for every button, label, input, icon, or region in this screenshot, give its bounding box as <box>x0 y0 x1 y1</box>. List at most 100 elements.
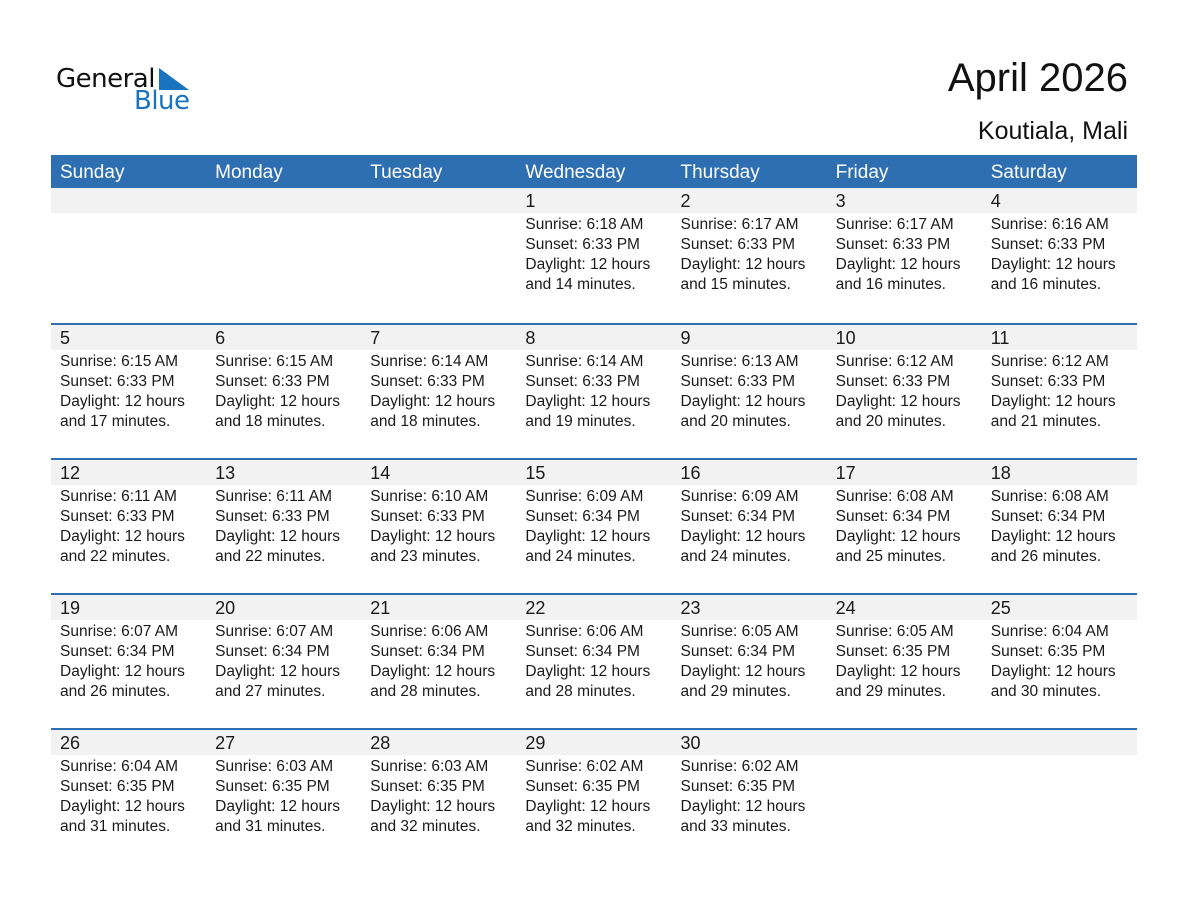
daylight: Daylight: 12 hours <box>990 663 1116 680</box>
day-number: 13 <box>215 463 236 483</box>
daylight: Daylight: 12 hours <box>370 528 496 545</box>
sunset: Sunset: 6:35 PM <box>680 778 796 795</box>
day-number: 22 <box>525 598 546 618</box>
day-cell <box>982 730 1137 837</box>
sunrise: Sunrise: 6:11 AM <box>60 488 177 505</box>
daylight-minutes: and 15 minutes. <box>680 276 791 293</box>
sunrise: Sunrise: 6:08 AM <box>835 488 954 505</box>
daylight-minutes: and 25 minutes. <box>835 548 946 565</box>
sunset: Sunset: 6:33 PM <box>990 373 1106 390</box>
daylight-minutes: and 14 minutes. <box>525 276 636 293</box>
sunset: Sunset: 6:34 PM <box>215 643 330 660</box>
daylight: Daylight: 12 hours <box>680 798 806 815</box>
daylight: Daylight: 12 hours <box>835 393 961 410</box>
day-cell: 24 Sunrise: 6:05 AM Sunset: 6:35 PM Dayligh… <box>827 595 982 702</box>
day-number: 19 <box>60 598 81 618</box>
day-cell: 7 Sunrise: 6:14 AM Sunset: 6:33 PM Daylight… <box>361 325 516 432</box>
daylight: Daylight: 12 hours <box>525 393 651 410</box>
day-number: 29 <box>525 733 546 753</box>
sunset: Sunset: 6:34 PM <box>835 508 951 525</box>
daylight-minutes: and 23 minutes. <box>370 548 481 565</box>
day-number: 21 <box>370 598 391 618</box>
sunrise: Sunrise: 6:05 AM <box>680 623 799 640</box>
date-band <box>51 460 1137 485</box>
sunrise: Sunrise: 6:17 AM <box>835 216 954 233</box>
sunrise: Sunrise: 6:15 AM <box>60 353 179 370</box>
sunset: Sunset: 6:33 PM <box>680 236 796 253</box>
logo: General Blue <box>56 62 196 122</box>
day-number: 16 <box>680 463 701 483</box>
daylight: Daylight: 12 hours <box>215 528 341 545</box>
day-cell: 30 Sunrise: 6:02 AM Sunset: 6:35 PM Dayligh… <box>672 730 827 837</box>
daylight: Daylight: 12 hours <box>835 256 961 273</box>
sunset: Sunset: 6:33 PM <box>60 508 175 525</box>
daylight: Daylight: 12 hours <box>60 393 185 410</box>
weekday-tuesday: Tuesday <box>370 162 443 183</box>
day-cell: 14 Sunrise: 6:10 AM Sunset: 6:33 PM Dayligh… <box>361 460 516 567</box>
daylight-minutes: and 17 minutes. <box>60 413 171 430</box>
weekday-saturday: Saturday <box>990 162 1067 183</box>
sunset: Sunset: 6:35 PM <box>215 778 330 795</box>
sunset: Sunset: 6:35 PM <box>990 643 1106 660</box>
sunset: Sunset: 6:34 PM <box>990 508 1106 525</box>
daylight: Daylight: 12 hours <box>215 663 341 680</box>
sunrise: Sunrise: 6:04 AM <box>990 623 1109 640</box>
day-cell: 9 Sunrise: 6:13 AM Sunset: 6:33 PM Daylight… <box>672 325 827 432</box>
sunset: Sunset: 6:33 PM <box>835 373 951 390</box>
day-number: 26 <box>60 733 81 753</box>
daylight-minutes: and 16 minutes. <box>835 276 946 293</box>
sunset: Sunset: 6:34 PM <box>370 643 485 660</box>
day-cell <box>51 188 206 295</box>
daylight: Daylight: 12 hours <box>60 528 185 545</box>
daylight-minutes: and 32 minutes. <box>370 818 481 835</box>
daylight-minutes: and 21 minutes. <box>990 413 1102 430</box>
sunrise: Sunrise: 6:08 AM <box>990 488 1109 505</box>
daylight: Daylight: 12 hours <box>680 528 806 545</box>
sunrise: Sunrise: 6:17 AM <box>680 216 799 233</box>
day-cell: 2 Sunrise: 6:17 AM Sunset: 6:33 PM Daylight… <box>672 188 827 295</box>
sunset: Sunset: 6:33 PM <box>990 236 1106 253</box>
sunset: Sunset: 6:34 PM <box>60 643 175 660</box>
day-number: 17 <box>835 463 856 483</box>
day-number: 30 <box>680 733 701 753</box>
daylight-minutes: and 24 minutes. <box>680 548 791 565</box>
date-band <box>51 730 1137 755</box>
daylight: Daylight: 12 hours <box>990 528 1116 545</box>
daylight: Daylight: 12 hours <box>525 798 651 815</box>
date-band <box>51 188 1137 213</box>
daylight: Daylight: 12 hours <box>680 663 806 680</box>
sunrise: Sunrise: 6:04 AM <box>60 758 179 775</box>
day-cell: 3 Sunrise: 6:17 AM Sunset: 6:33 PM Daylight… <box>827 188 982 295</box>
sunrise: Sunrise: 6:06 AM <box>525 623 644 640</box>
sunrise: Sunrise: 6:05 AM <box>835 623 954 640</box>
sunrise: Sunrise: 6:12 AM <box>990 353 1109 370</box>
daylight-minutes: and 22 minutes. <box>215 548 326 565</box>
week-row: 1 Sunrise: 6:18 AM Sunset: 6:33 PM Daylight… <box>51 188 1137 323</box>
day-cell: 4 Sunrise: 6:16 AM Sunset: 6:33 PM Daylight… <box>982 188 1137 295</box>
day-number: 3 <box>835 191 846 211</box>
location: Koutiala, Mali <box>977 117 1128 145</box>
day-number: 2 <box>680 191 691 211</box>
sunrise: Sunrise: 6:16 AM <box>990 216 1109 233</box>
daylight: Daylight: 12 hours <box>680 256 806 273</box>
daylight: Daylight: 12 hours <box>215 798 341 815</box>
weekday-friday: Friday <box>835 162 889 183</box>
day-cell <box>361 188 516 295</box>
sunrise: Sunrise: 6:03 AM <box>215 758 334 775</box>
day-number: 5 <box>60 328 71 348</box>
daylight-minutes: and 29 minutes. <box>680 683 791 700</box>
day-number: 20 <box>215 598 236 618</box>
daylight: Daylight: 12 hours <box>60 663 185 680</box>
day-number: 24 <box>835 598 856 618</box>
day-number: 27 <box>215 733 236 753</box>
sunset: Sunset: 6:33 PM <box>370 508 485 525</box>
daylight-minutes: and 27 minutes. <box>215 683 326 700</box>
weekday-wednesday: Wednesday <box>525 162 626 183</box>
daylight-minutes: and 22 minutes. <box>60 548 171 565</box>
sunset: Sunset: 6:34 PM <box>525 508 640 525</box>
sunrise: Sunrise: 6:13 AM <box>680 353 799 370</box>
day-cell: 22 Sunrise: 6:06 AM Sunset: 6:34 PM Dayligh… <box>516 595 671 702</box>
weekday-thursday: Thursday <box>680 162 760 183</box>
day-cell: 20 Sunrise: 6:07 AM Sunset: 6:34 PM Dayligh… <box>206 595 361 702</box>
sunrise: Sunrise: 6:11 AM <box>215 488 333 505</box>
